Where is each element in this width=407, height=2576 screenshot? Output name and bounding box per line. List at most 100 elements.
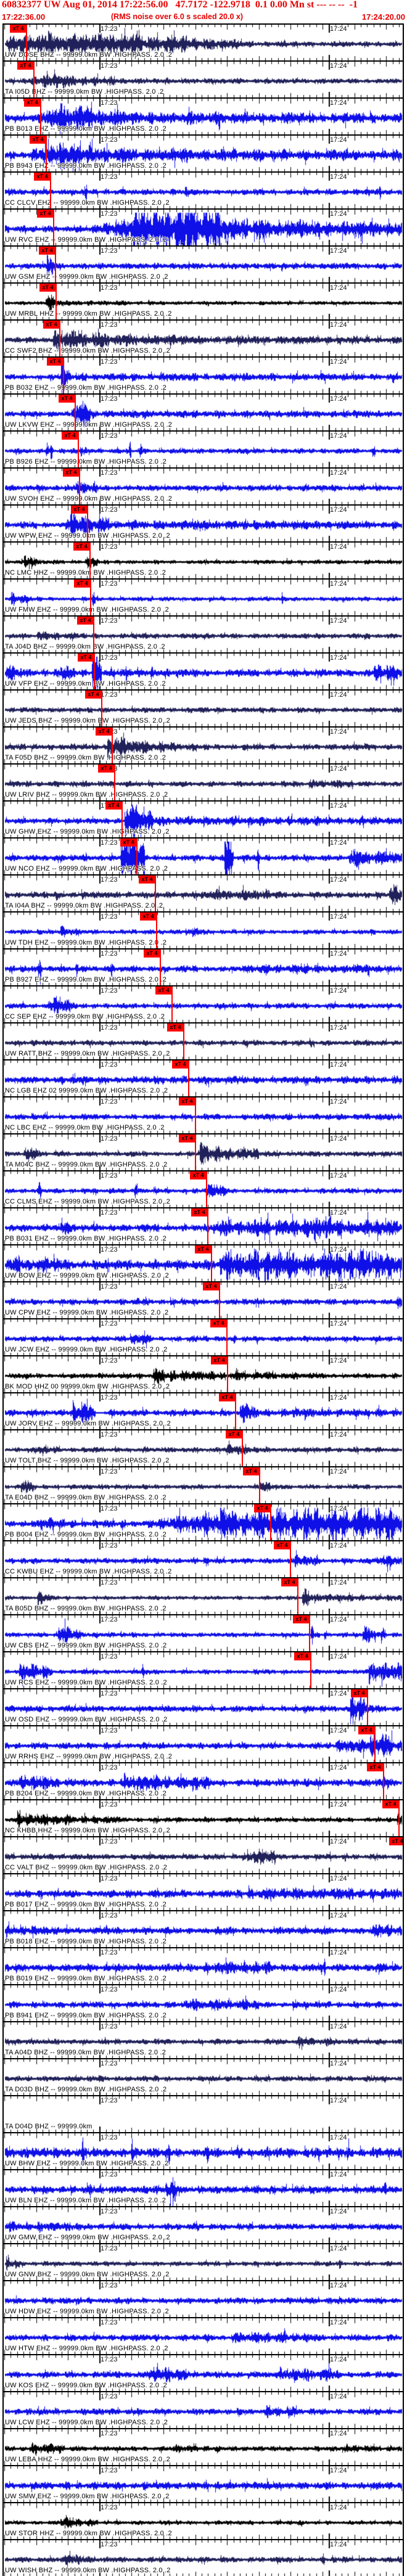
trace-row-UW-HTW[interactable]: 17:23 17:24 UW HTW EHZ -- 99999.0km BW .… xyxy=(4,2317,403,2354)
pick-marker[interactable]: xT 4 xyxy=(105,802,122,810)
pick-marker[interactable]: xT 4 xyxy=(139,876,155,884)
pick-marker[interactable]: xT 4 xyxy=(77,617,94,625)
trace-row-UW-GHW[interactable]: 17:23 17:24 xT 4 UW GHW EHZ -- 99999.0km… xyxy=(4,800,403,837)
pick-marker[interactable]: xT 4 xyxy=(389,1837,403,1845)
trace-row-NC-LMC[interactable]: 17:23 17:24 xT 4 NC LMC HHZ -- 99999.0km… xyxy=(4,541,403,578)
trace-row-UW-JCW[interactable]: 17:23 17:24 xT 4 UW JCW EHZ -- 99999.0km… xyxy=(4,1318,403,1355)
pick-marker[interactable]: xT 4 xyxy=(43,321,60,329)
trace-row-CC-SEP[interactable]: 17:23 17:24 xT 4 CC SEP EHZ -- 99999.0km… xyxy=(4,985,403,1022)
trace-row-UW-HDW[interactable]: 17:23 17:24 UW HDW EHZ -- 99999.0km BW .… xyxy=(4,2280,403,2317)
trace-row-TA-A04D[interactable]: 17:23 17:24 TA A04D BHZ -- 99999.0km BW … xyxy=(4,2021,403,2058)
trace-row-UW-WPW[interactable]: 17:23 17:24 xT 4 UW WPW EHZ -- 99999.0km… xyxy=(4,504,403,541)
trace-row-CC-SWF2[interactable]: 17:23 17:24 xT 4 CC SWF2 BHZ -- 99999.0k… xyxy=(4,319,403,356)
pick-marker[interactable]: xT 4 xyxy=(98,765,115,773)
pick-marker[interactable]: xT 4 xyxy=(71,506,88,514)
pick-marker[interactable]: xT 4 xyxy=(367,1763,384,1771)
pick-marker[interactable]: xT 4 xyxy=(191,1208,208,1216)
pick-marker[interactable]: xT 4 xyxy=(47,358,64,366)
pick-marker[interactable]: xT 4 xyxy=(96,728,112,736)
trace-row-UW-GMW[interactable]: 17:23 17:24 UW GMW EHZ -- 99999.0km BW .… xyxy=(4,2206,403,2243)
pick-marker[interactable]: xT 4 xyxy=(73,543,90,551)
pick-marker[interactable]: xT 4 xyxy=(74,580,91,588)
pick-marker[interactable]: xT 4 xyxy=(120,839,137,847)
pick-marker[interactable]: xT 4 xyxy=(37,210,54,218)
pick-marker[interactable]: xT 4 xyxy=(254,1504,271,1512)
pick-marker[interactable]: xT 4 xyxy=(17,62,34,70)
trace-row-PB-B018[interactable]: 17:23 17:24 PB B018 EHZ -- 99999.0km BW … xyxy=(4,1910,403,1947)
trace-row-UW-RCS[interactable]: 17:23 17:24 xT 4 UW RCS EHZ -- 99999.0km… xyxy=(4,1651,403,1688)
trace-row-UW-VFP[interactable]: 17:23 17:24 xT 4 UW VFP EHZ -- 99999.0km… xyxy=(4,652,403,689)
trace-row-UW-OSD[interactable]: 17:23 17:24 xT 4 UW OSD EHZ -- 99999.0km… xyxy=(4,1688,403,1725)
pick-marker[interactable]: xT 4 xyxy=(85,691,102,699)
trace-row-UW-LCW[interactable]: 17:23 17:24 UW LCW EHZ -- 99999.0km BW .… xyxy=(4,2391,403,2428)
pick-marker[interactable]: xT 4 xyxy=(190,1171,207,1179)
pick-marker[interactable]: xT 4 xyxy=(293,1615,310,1623)
pick-marker[interactable]: xT 4 xyxy=(144,950,160,958)
trace-row-PB-B004[interactable]: 17:23 17:24 xT 4 PB B004 EHZ -- 99999.0k… xyxy=(4,1503,403,1540)
pick-marker[interactable]: xT 4 xyxy=(34,173,51,181)
pick-marker[interactable]: xT 4 xyxy=(195,1245,212,1253)
pick-marker[interactable]: xT 4 xyxy=(62,432,78,440)
trace-row-NC-LGB[interactable]: 17:23 17:24 xT 4 NC LGB EHZ 02 99999.0km… xyxy=(4,1059,403,1096)
pick-marker[interactable]: xT 4 xyxy=(243,1467,260,1475)
pick-marker[interactable]: xT 4 xyxy=(179,1134,195,1142)
pick-marker[interactable]: xT 4 xyxy=(210,1319,227,1327)
trace-row-UW-JORV[interactable]: 17:23 17:24 xT 4 UW JORV EHZ -- 99999.0k… xyxy=(4,1392,403,1429)
pick-marker[interactable]: xT 4 xyxy=(39,284,56,292)
trace-row-TA-I04A[interactable]: 17:23 17:24 xT 4 TA I04A BHZ -- 99999.0k… xyxy=(4,874,403,911)
trace-row-PB-B204[interactable]: 17:23 17:24 xT 4 PB B204 EHZ -- 99999.0k… xyxy=(4,1762,403,1799)
trace-row-PB-B013[interactable]: 17:23 17:24 xT 4 PB B013 EHZ -- 99999.0k… xyxy=(4,97,403,134)
trace-row-UW-LEBA[interactable]: 17:23 17:24 UW LEBA HHZ -- 99999.0km BW … xyxy=(4,2428,403,2465)
pick-marker[interactable]: xT 4 xyxy=(382,1800,399,1808)
trace-row-TA-F05D[interactable]: 17:23 17:24 xT 4 TA F05D BHZ -- 99999.0k… xyxy=(4,726,403,763)
trace-row-TA-B05D[interactable]: 17:23 17:24 xT 4 TA B05D BHZ -- 99999.0k… xyxy=(4,1577,403,1614)
trace-row-BK-MOD[interactable]: 17:23 17:24 xT 4 BK MOD HHZ 00 99999.0km… xyxy=(4,1355,403,1392)
pick-marker[interactable]: xT 4 xyxy=(39,247,56,255)
trace-row-PB-B927[interactable]: 17:23 17:24 xT 4 PB B927 EHZ -- 99999.0k… xyxy=(4,948,403,985)
trace-row-UW-NCO[interactable]: 17:23 17:24 xT 4 UW NCO EHZ -- 99999.0km… xyxy=(4,837,403,874)
trace-row-UW-DOSE[interactable]: 17:23 17:24 xT 4 UW DOSE BHZ -- 99999.0k… xyxy=(4,23,403,60)
trace-row-UW-LKVW[interactable]: 17:23 17:24 xT 4 UW LKVW EHZ -- 99999.0k… xyxy=(4,393,403,430)
trace-row-UW-RRHS[interactable]: 17:23 17:24 xT 4 UW RRHS EHZ -- 99999.0k… xyxy=(4,1725,403,1762)
pick-marker[interactable]: xT 4 xyxy=(179,1097,195,1105)
trace-row-TA-E04D[interactable]: 17:23 17:24 xT 4 TA E04D BHZ -- 99999.0k… xyxy=(4,1466,403,1503)
trace-row-PB-B017[interactable]: 17:23 17:24 PB B017 EHZ -- 99999.0km BW … xyxy=(4,1873,403,1910)
pick-marker[interactable]: xT 4 xyxy=(351,1689,368,1697)
trace-row-UW-WISH[interactable]: 17:23 17:24 UW WISH BHZ -- 99999.0km BW … xyxy=(4,2539,403,2576)
trace-row-UW-CPW[interactable]: 17:23 17:24 xT 4 UW CPW EHZ -- 99999.0km… xyxy=(4,1281,403,1318)
trace-row-TA-D03D[interactable]: 17:23 17:24 TA D03D BHZ -- 99999.0km BW … xyxy=(4,2058,403,2095)
trace-row-CC-CLMS[interactable]: 17:23 17:24 xT 4 CC CLMS EHZ -- 99999.0k… xyxy=(4,1170,403,1207)
pick-marker[interactable]: xT 4 xyxy=(63,469,80,477)
trace-row-UW-RATT[interactable]: 17:23 17:24 xT 4 UW RATT BHZ -- 99999.0k… xyxy=(4,1022,403,1059)
pick-marker[interactable]: xT 4 xyxy=(24,99,41,107)
trace-row-UW-SVOH[interactable]: 17:23 17:24 xT 4 UW SVOH EHZ -- 99999.0k… xyxy=(4,467,403,504)
trace-row-NC-KHBB[interactable]: 17:23 17:24 xT 4 NC KHBB HHZ -- 99999.0k… xyxy=(4,1799,403,1836)
trace-row-NC-LBC[interactable]: 17:23 17:24 xT 4 NC LBC EHZ -- 99999.0km… xyxy=(4,1096,403,1133)
pick-marker[interactable]: xT 4 xyxy=(274,1541,290,1549)
pick-marker[interactable]: xT 4 xyxy=(78,654,94,662)
trace-row-UW-FMW[interactable]: 17:23 17:24 xT 4 UW FMW EHZ -- 99999.0km… xyxy=(4,578,403,615)
pick-marker[interactable]: xT 4 xyxy=(211,1356,228,1364)
trace-row-UW-BOW[interactable]: 17:23 17:24 xT 4 UW BOW EHZ -- 99999.0km… xyxy=(4,1244,403,1281)
trace-row-UW-KOS[interactable]: 17:23 17:24 UW KOS EHZ -- 99999.0km BW .… xyxy=(4,2354,403,2391)
pick-marker[interactable]: xT 4 xyxy=(10,25,27,33)
trace-row-PB-B943[interactable]: 17:23 17:24 xT 4 PB B943 EHZ -- 99999.0k… xyxy=(4,134,403,171)
trace-row-PB-B019[interactable]: 17:23 17:24 PB B019 EHZ -- 99999.0km BW … xyxy=(4,1947,403,1984)
trace-row-PB-B031[interactable]: 17:23 17:24 xT 4 PB B031 EHZ -- 99999.0k… xyxy=(4,1207,403,1244)
pick-marker[interactable]: xT 4 xyxy=(30,136,46,144)
pick-marker[interactable]: xT 4 xyxy=(358,1726,375,1734)
pick-marker[interactable]: xT 4 xyxy=(219,1393,236,1401)
trace-row-UW-BHW[interactable]: 17:23 17:24 UW BHW EHZ -- 99999.0km BW .… xyxy=(4,2132,403,2169)
trace-row-UW-CBS[interactable]: 17:23 17:24 xT 4 UW CBS EHZ -- 99999.0km… xyxy=(4,1614,403,1651)
trace-row-UW-LRIV[interactable]: 17:23 17:24 xT 4 UW LRIV BHZ -- 99999.0k… xyxy=(4,763,403,800)
trace-row-UW-RVC[interactable]: 17:23 17:24 xT 4 UW RVC EHZ -- 99999.0km… xyxy=(4,208,403,245)
pick-marker[interactable]: xT 4 xyxy=(226,1430,242,1438)
trace-row-UW-MRBL[interactable]: 17:23 17:24 xT 4 UW MRBL HHZ -- 99999.0k… xyxy=(4,282,403,319)
trace-row-PB-B941[interactable]: 17:23 17:24 PB B941 EHZ -- 99999.0km BW … xyxy=(4,1984,403,2021)
trace-row-PB-B032[interactable]: 17:23 17:24 xT 4 PB B032 EHZ -- 99999.0k… xyxy=(4,356,403,393)
trace-row-TA-J04D[interactable]: 17:23 17:24 xT 4 TA J04D BHZ -- 99999.0k… xyxy=(4,615,403,652)
trace-row-CC-VALT[interactable]: 17:23 17:24 xT 4 CC VALT BHZ -- 99999.0k… xyxy=(4,1836,403,1873)
trace-row-TA-M04C[interactable]: 17:23 17:24 xT 4 TA M04C BHZ -- 99999.0k… xyxy=(4,1133,403,1170)
pick-marker[interactable]: xT 4 xyxy=(294,1652,311,1660)
trace-row-CC-CLCV[interactable]: 17:23 17:24 xT 4 CC CLCV EHZ -- 99999.0k… xyxy=(4,171,403,208)
